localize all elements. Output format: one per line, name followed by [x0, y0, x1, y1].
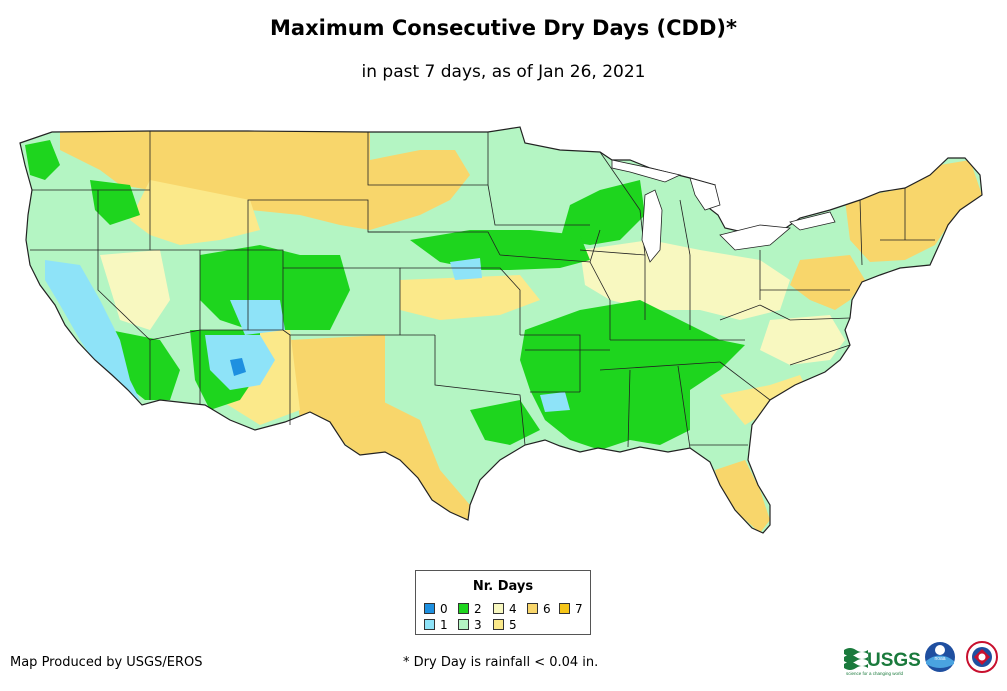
map-subtitle: in past 7 days, as of Jan 26, 2021 [361, 62, 646, 82]
legend-swatch-7 [559, 603, 570, 614]
svg-text:science for a changing world: science for a changing world [846, 671, 904, 676]
region-2-days-pnw [25, 140, 60, 180]
region-5-days-nw [130, 180, 260, 245]
great-lakes [611, 159, 836, 263]
noaa-logo: noaa [925, 642, 955, 672]
legend-swatch-6 [527, 603, 538, 614]
region-4-days-great-basin [100, 250, 170, 330]
region-2-days-texas-east [470, 400, 540, 445]
region-5-days-se [720, 375, 810, 425]
cdd-field [20, 127, 982, 533]
legend-swatch-3 [458, 619, 469, 630]
region-4-days-mid-atlantic [760, 315, 845, 365]
region-1-day-california [45, 260, 140, 400]
agency-logos: USGS science for a changing world noaa [844, 641, 998, 676]
region-6-days-nm [290, 335, 385, 420]
region-1-day-utah [230, 300, 285, 335]
region-4-days-midwest [580, 240, 790, 320]
us-outline [19, 126, 983, 534]
dry-day-footnote: * Dry Day is rainfall < 0.04 in. [403, 655, 599, 670]
region-6-days-mid-atlantic [790, 255, 865, 310]
region-2-days-nw-spots [90, 180, 140, 225]
legend-swatch-0 [424, 603, 435, 614]
region-6-days-nw [60, 131, 150, 190]
state-boundaries [30, 131, 935, 449]
region-2-days-mid-south [520, 300, 745, 450]
usgs-logo: USGS science for a changing world [844, 648, 921, 676]
map-title: Maximum Consecutive Dry Days (CDD)* [270, 16, 737, 40]
map-credit: Map Produced by USGS/EROS [10, 655, 203, 670]
region-5-days-plains [400, 275, 540, 320]
region-2-days-upper-midwest [560, 180, 645, 245]
legend-swatch-4 [493, 603, 504, 614]
legend-swatch-2 [458, 603, 469, 614]
svg-text:noaa: noaa [934, 656, 945, 662]
legend-swatch-1 [424, 619, 435, 630]
legend-swatch-5 [493, 619, 504, 630]
region-0-day-arizona [230, 358, 246, 376]
region-6-days-ne [845, 160, 982, 262]
legend: Nr. Days 0 2 4 6 7 1 3 5 [415, 570, 591, 635]
region-1-day-nebraska [450, 258, 482, 280]
region-1-day-louisiana [540, 392, 570, 412]
legend-title: Nr. Days [472, 579, 534, 594]
region-6-days-florida [715, 460, 770, 533]
nws-logo [966, 641, 998, 673]
region-2-days-iowa [410, 230, 590, 270]
svg-text:USGS: USGS [867, 650, 921, 671]
